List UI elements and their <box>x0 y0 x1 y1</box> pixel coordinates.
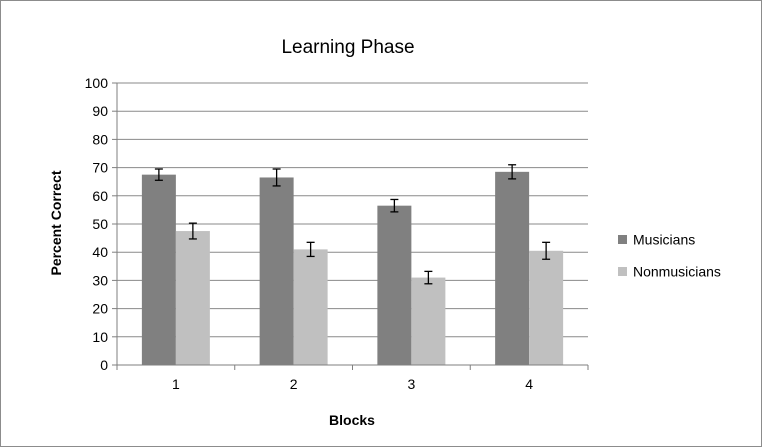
bar-nonmusicians <box>175 231 210 365</box>
x-tick-label: 4 <box>525 376 533 392</box>
bar-nonmusicians <box>529 250 564 365</box>
x-tick-label: 2 <box>290 376 298 392</box>
y-tick-label: 100 <box>85 75 109 91</box>
y-tick-label: 70 <box>92 160 108 176</box>
y-axis-title: Percent Correct <box>48 170 64 275</box>
error-bars <box>154 164 551 285</box>
legend-label: Musicians <box>633 232 695 248</box>
legend: Musicians Nonmusicians <box>618 232 721 280</box>
y-tick-label: 10 <box>92 329 108 345</box>
y-tick-label: 90 <box>92 103 108 119</box>
y-tick-label: 80 <box>92 131 108 147</box>
bar-musicians <box>259 177 294 365</box>
legend-swatch <box>618 267 627 276</box>
bar-musicians <box>495 171 530 365</box>
y-axis-ticks: 0 10 20 30 40 50 60 70 80 90 100 <box>85 75 117 373</box>
y-tick-label: 30 <box>92 272 108 288</box>
bar-musicians <box>377 205 412 365</box>
x-tick-label: 3 <box>407 376 415 392</box>
x-axis-ticks: 1 2 3 4 <box>116 365 589 392</box>
y-tick-label: 40 <box>92 244 108 260</box>
bar-musicians <box>141 174 176 365</box>
y-tick-label: 20 <box>92 301 108 317</box>
chart-title: Learning Phase <box>281 37 414 58</box>
bar-nonmusicians <box>293 249 328 365</box>
legend-label: Nonmusicians <box>633 264 721 280</box>
x-axis-title: Blocks <box>329 412 375 428</box>
legend-swatch <box>618 235 627 244</box>
bar-nonmusicians <box>411 277 446 365</box>
y-tick-label: 0 <box>100 357 108 373</box>
x-tick-label: 1 <box>172 376 180 392</box>
y-tick-label: 60 <box>92 188 108 204</box>
bars <box>141 171 564 365</box>
y-tick-label: 50 <box>92 216 108 232</box>
